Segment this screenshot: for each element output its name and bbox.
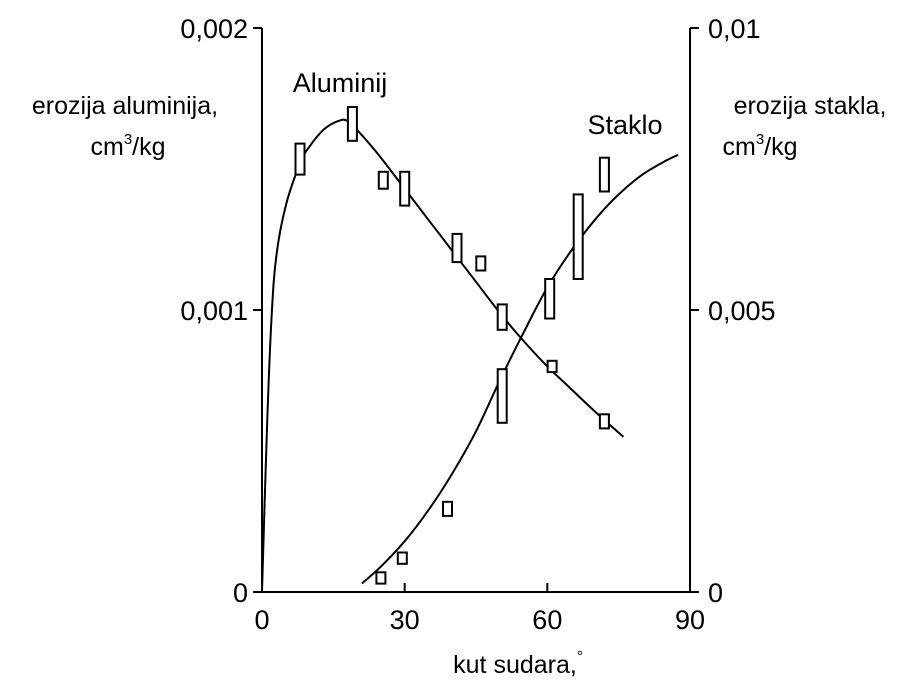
left-axis-label-line1: erozija aluminija, <box>32 92 218 120</box>
right-axis-label-line1: erozija stakla, <box>734 92 887 120</box>
curve-staklo <box>361 153 679 585</box>
series-label-aluminij: Aluminij <box>293 68 388 98</box>
x-tick-label: 0 <box>254 605 269 635</box>
data-point-aluminij <box>546 359 558 374</box>
x-tick-label: 90 <box>675 605 705 635</box>
series-label-staklo: Staklo <box>587 110 662 140</box>
right-axis-label-line2: cm3/kg <box>722 131 797 161</box>
fit-curves <box>261 118 679 593</box>
data-point-aluminij <box>346 106 358 142</box>
y-left-tick-label: 0,002 <box>180 14 248 44</box>
y-left-tick-label: 0,001 <box>180 296 248 326</box>
data-point-staklo <box>496 368 508 424</box>
x-axis-label: kut sudara,° <box>453 648 583 679</box>
x-tick-label: 60 <box>532 605 562 635</box>
data-point-aluminij <box>475 255 487 272</box>
data-point-aluminij <box>294 142 306 176</box>
data-point-staklo <box>572 193 584 280</box>
data-points <box>294 106 610 585</box>
x-tick-label: 30 <box>390 605 420 635</box>
y-right-tick-label: 0,005 <box>708 296 776 326</box>
data-point-aluminij <box>451 232 463 264</box>
data-point-staklo <box>396 551 408 565</box>
y-right-tick-label: 0,01 <box>708 14 761 44</box>
curve-aluminij <box>261 118 625 593</box>
data-point-staklo <box>544 278 556 320</box>
tick-marks <box>253 27 699 593</box>
data-point-aluminij <box>377 170 389 190</box>
y-left-tick-label: 0 <box>233 578 248 608</box>
data-point-staklo <box>375 571 387 585</box>
data-point-aluminij <box>496 303 508 331</box>
data-point-aluminij <box>399 170 411 207</box>
right-axis-label: erozija stakla, cm3/kg <box>722 92 886 161</box>
data-point-staklo <box>442 500 453 517</box>
left-axis-label-line2: cm3/kg <box>90 131 165 161</box>
data-point-staklo <box>598 156 610 193</box>
y-right-tick-label: 0 <box>708 578 723 608</box>
data-point-aluminij <box>598 413 610 430</box>
left-axis-label: erozija aluminija, cm3/kg <box>32 92 218 161</box>
